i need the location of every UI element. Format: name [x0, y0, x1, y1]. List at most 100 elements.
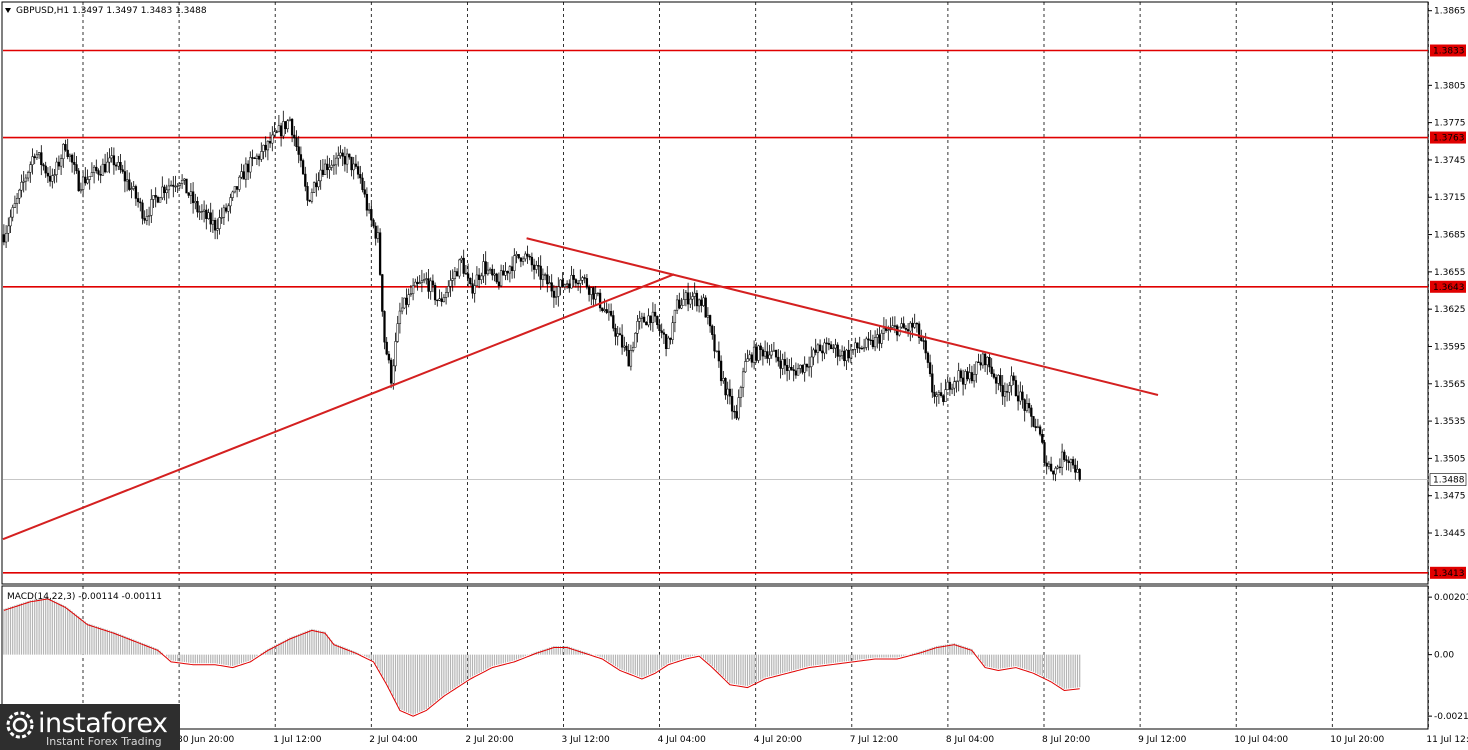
- candle-body: [961, 377, 965, 385]
- candle-body: [843, 350, 846, 362]
- candle-body: [645, 321, 648, 326]
- candle-body: [403, 297, 406, 309]
- candle-body: [845, 349, 848, 362]
- candle-body: [277, 125, 281, 133]
- candle-body: [141, 202, 144, 219]
- candle-body: [447, 286, 450, 293]
- candle-body: [792, 369, 795, 372]
- price-axis: 1.3865 1.3805 1.3775 1.3745 1.3715 1.3685 1.36…: [1428, 7, 1468, 722]
- candle-body: [730, 396, 734, 412]
- candle-body: [515, 254, 518, 256]
- candle-body: [631, 347, 635, 351]
- candle-body: [389, 359, 393, 384]
- candle-body: [770, 351, 773, 356]
- candle-body: [422, 279, 426, 282]
- candle-body: [431, 280, 435, 286]
- candle-body: [480, 275, 483, 280]
- price-tick-label: 1.3565: [1434, 380, 1466, 390]
- candle-body: [268, 141, 272, 144]
- candle-body: [1058, 466, 1062, 468]
- candle-body: [1052, 470, 1055, 475]
- candle-body: [1063, 451, 1066, 460]
- candle-body: [680, 304, 683, 309]
- candle-body: [279, 125, 283, 137]
- candle-body: [532, 264, 536, 270]
- candle-body: [315, 182, 318, 188]
- candle-body: [858, 347, 861, 349]
- candle-body: [746, 358, 749, 362]
- candle-body: [939, 392, 943, 396]
- candle-body: [1074, 464, 1077, 473]
- candle-body: [975, 361, 978, 375]
- candle-body: [651, 311, 655, 324]
- candle-body: [625, 345, 628, 351]
- candle-body: [202, 209, 206, 212]
- candle-body: [1043, 442, 1046, 464]
- candle-body: [1067, 460, 1070, 464]
- candle-body: [805, 363, 809, 368]
- candle-body: [1078, 469, 1081, 480]
- collapse-triangle-icon[interactable]: [5, 8, 11, 13]
- macd-signal-line: [3, 598, 1080, 717]
- candle-body: [460, 257, 463, 261]
- candle-body: [207, 212, 210, 219]
- candle-body: [794, 370, 798, 376]
- candle-body: [301, 160, 305, 175]
- candle-body: [40, 152, 43, 165]
- time-tick-label: 9 Jul 12:00: [1138, 735, 1187, 745]
- candle-body: [24, 177, 28, 182]
- candle-body: [568, 283, 571, 289]
- candle-body: [361, 177, 364, 190]
- candle-body: [675, 299, 679, 311]
- candle-body: [359, 174, 362, 179]
- candle-body: [561, 279, 564, 288]
- level-price-badge: [1430, 44, 1466, 57]
- candle-body: [739, 387, 743, 398]
- candle-body: [581, 277, 584, 281]
- candle-body: [449, 280, 452, 287]
- horizontal-levels: [3, 49, 1428, 574]
- candle-body: [92, 166, 96, 173]
- candle-body: [242, 171, 245, 180]
- candle-body: [486, 269, 490, 275]
- candle-body: [768, 354, 771, 359]
- candle-body: [383, 311, 386, 343]
- candle-body: [554, 296, 558, 298]
- candle-body: [640, 316, 644, 319]
- candle-body: [194, 201, 197, 204]
- candle-body: [152, 195, 155, 200]
- candle-body: [733, 410, 736, 413]
- candle-body: [156, 197, 160, 203]
- candle-body: [130, 188, 133, 190]
- candle-body: [684, 292, 688, 300]
- candle-body: [90, 172, 94, 177]
- candle-body: [84, 176, 87, 184]
- candle-body: [979, 362, 982, 366]
- candle-body: [376, 232, 380, 239]
- candle-body: [15, 197, 19, 204]
- candle-body: [548, 282, 551, 285]
- candle-body: [345, 153, 349, 165]
- candle-body: [673, 309, 677, 323]
- candle-body: [928, 362, 932, 375]
- candle-body: [244, 163, 248, 180]
- candle-body: [726, 388, 729, 396]
- candle-body: [310, 192, 314, 202]
- candle-body: [7, 225, 10, 234]
- candle-body: [73, 162, 76, 165]
- candle-body: [713, 334, 716, 352]
- candle-body: [867, 338, 870, 341]
- candle-body: [233, 186, 237, 193]
- candle-body: [211, 220, 215, 225]
- candle-body: [231, 191, 234, 198]
- time-tick-label: 1 Jul 12:00: [273, 735, 322, 745]
- candle-body: [946, 381, 949, 390]
- candle-body: [288, 118, 292, 121]
- candle-body: [128, 179, 131, 190]
- candle-body: [968, 372, 971, 380]
- candle-body: [634, 333, 637, 348]
- candle-body: [620, 334, 624, 348]
- time-tick-label: 2 Jul 20:00: [465, 735, 514, 745]
- candle-body: [165, 189, 168, 194]
